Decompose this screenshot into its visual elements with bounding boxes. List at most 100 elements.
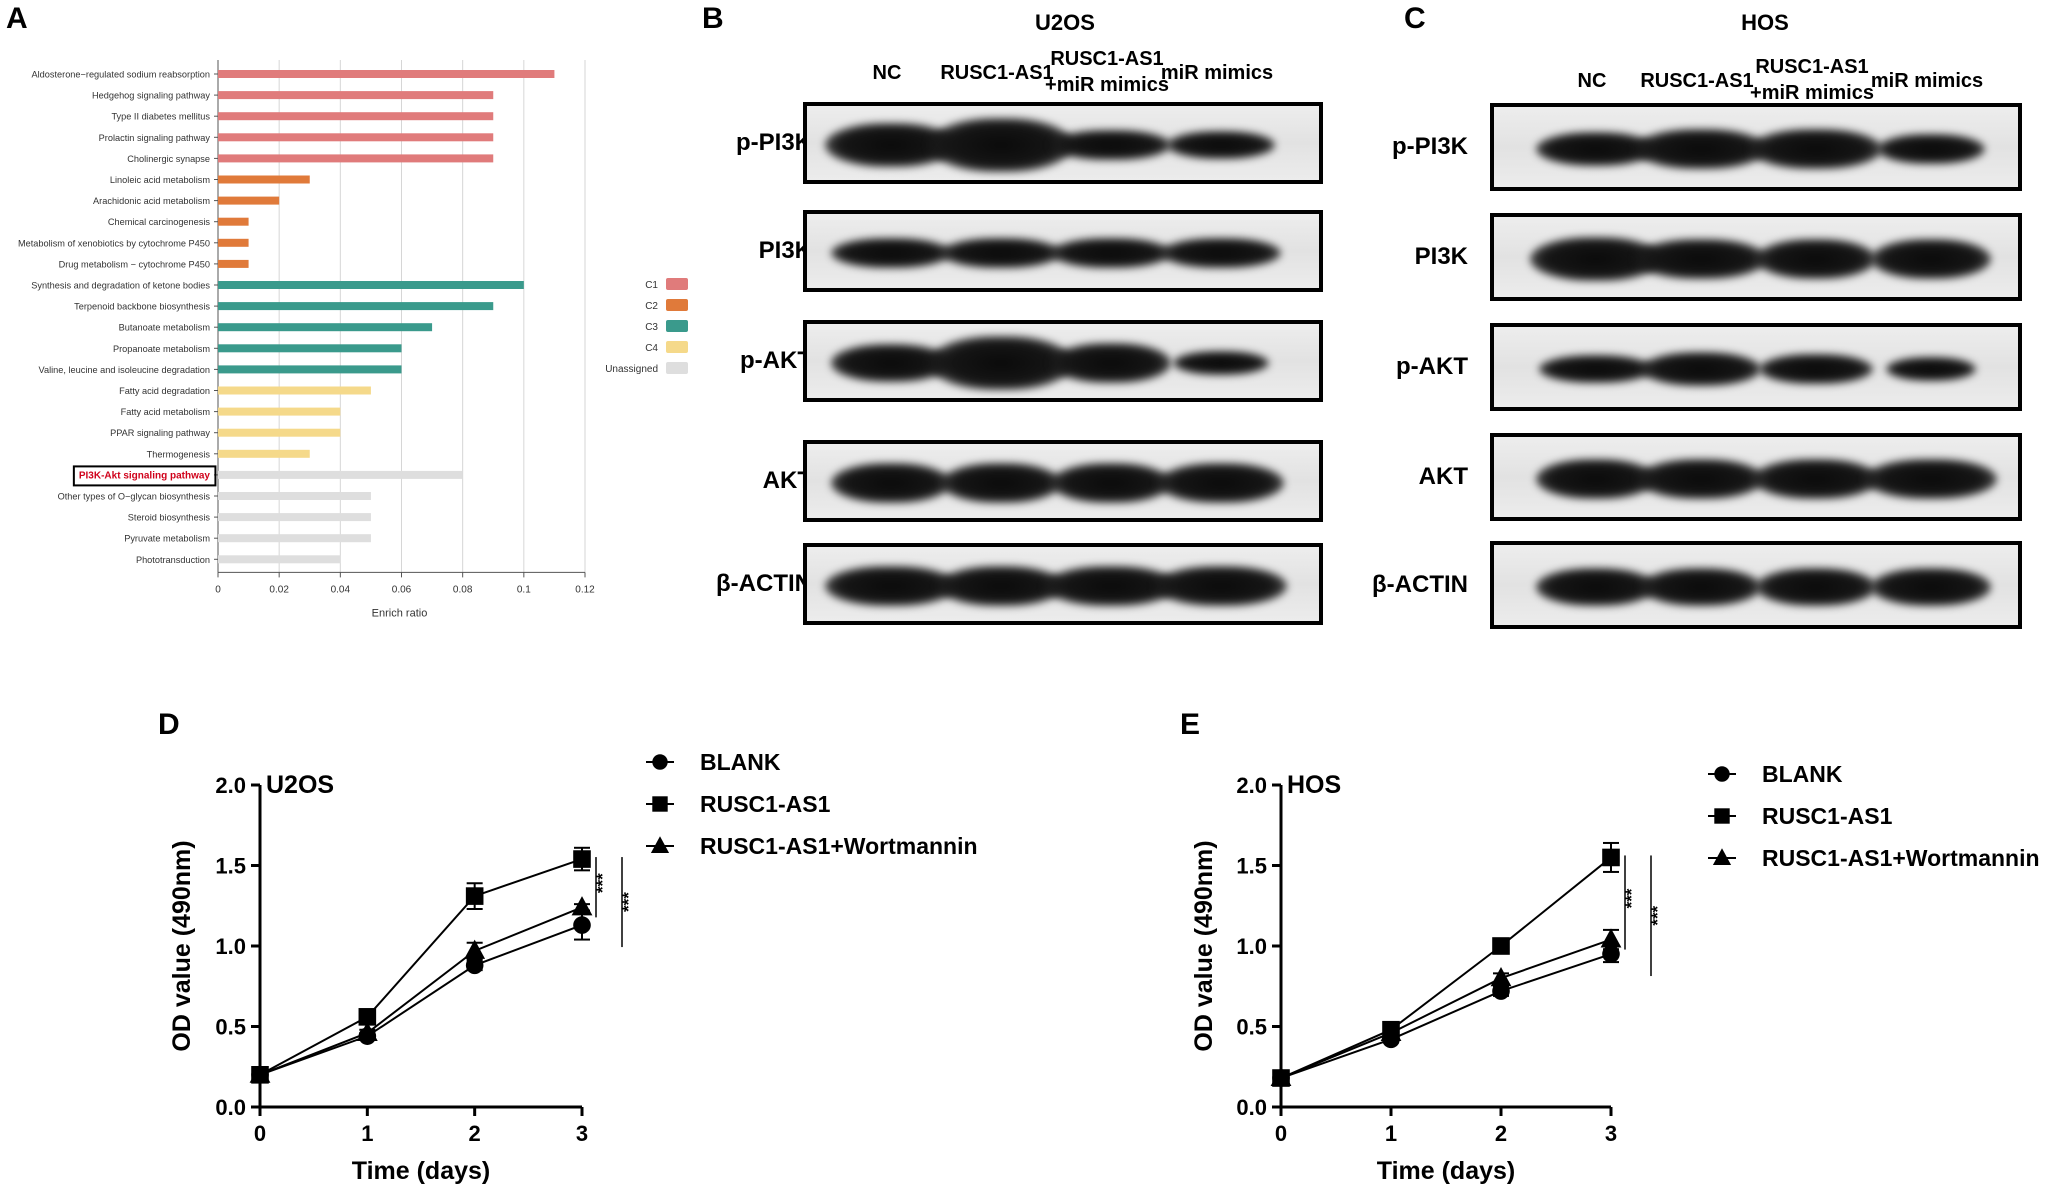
bar	[218, 238, 249, 247]
marker-circle	[1492, 982, 1510, 1000]
category-label: Valine, leucine and isoleucine degradati…	[39, 365, 210, 375]
marker-triangle	[356, 1021, 378, 1041]
protein-band	[1750, 128, 1882, 170]
series-line	[1280, 953, 1612, 1079]
highlight-box	[72, 465, 217, 487]
protein-band	[929, 335, 1073, 391]
protein-band	[825, 565, 957, 607]
hos-western-blot: HOS NC RUSC1-AS1 RUSC1-AS1 +miR mimics miR m…	[1360, 0, 2050, 630]
category-label: Butanoate metabolism	[119, 323, 211, 333]
protein-band	[1635, 238, 1767, 280]
bar	[218, 133, 494, 142]
marker-square	[652, 796, 668, 812]
marker-triangle	[1712, 848, 1732, 865]
y-tick-label: 1.0	[215, 934, 246, 959]
legend-swatch	[666, 299, 688, 311]
category-label: Prolactin signaling pathway	[99, 133, 211, 143]
x-tick-label: 0.08	[453, 584, 473, 595]
bar	[218, 175, 310, 184]
category-label: Cholinergic synapse	[127, 154, 210, 164]
legend-swatch	[666, 341, 688, 353]
legend-label: RUSC1-AS1+Wortmannin	[700, 833, 978, 859]
blot-title: HOS	[1741, 10, 1789, 35]
protein-band	[1756, 238, 1876, 280]
protein-band	[1161, 237, 1281, 269]
blot-strip	[1490, 541, 2022, 629]
row-label: PI3K	[758, 237, 812, 264]
row-label: p-PI3K	[1391, 133, 1468, 160]
marker-square	[1492, 937, 1510, 955]
category-label: Steroid biosynthesis	[128, 513, 211, 523]
x-axis-label: Time (days)	[1377, 1157, 1515, 1185]
protein-band	[1155, 565, 1287, 607]
blot-strip	[803, 102, 1323, 184]
lane-label: NC	[1577, 70, 1607, 92]
x-tick-label: 0	[1275, 1121, 1287, 1146]
category-label: Chemical carcinogenesis	[108, 217, 211, 227]
bar	[218, 302, 494, 311]
protein-band	[1759, 353, 1873, 385]
legend-swatch	[666, 320, 688, 332]
category-label: Terpenoid backbone biosynthesis	[74, 302, 210, 312]
protein-band	[929, 117, 1073, 173]
bar	[218, 70, 555, 78]
legend-label: RUSC1-AS1+Wortmannin	[1762, 845, 2040, 871]
blot-strip	[803, 320, 1323, 402]
legend-label: C1	[645, 280, 658, 291]
bar	[218, 344, 402, 353]
marker-triangle	[1270, 1066, 1292, 1087]
legend-label: C4	[645, 343, 658, 354]
marker-triangle	[1600, 928, 1622, 948]
y-tick-label: 0.5	[215, 1015, 246, 1040]
series-line	[1280, 938, 1612, 1079]
bar	[218, 112, 494, 121]
y-tick-label: 0.0	[215, 1095, 246, 1120]
u2os-western-blot: U2OS NC RUSC1-AS1 RUSC1-AS1 +miR mimics miR …	[690, 0, 1370, 630]
legend-label: RUSC1-AS1	[1762, 803, 1893, 829]
chart-title: HOS	[1287, 771, 1341, 799]
x-tick-label: 0.02	[269, 584, 289, 595]
row-label: AKT	[1418, 463, 1468, 490]
marker-triangle	[1490, 967, 1512, 987]
protein-band	[1877, 133, 1985, 165]
marker-square	[358, 1008, 377, 1026]
hos-od-line-chart: 0.0 0.5 1.0 1.5 2.0 0 1 2 3 Time (days) OD value (…	[1190, 761, 2040, 1185]
lane-label: RUSC1-AS1 +miR mimics	[1045, 48, 1169, 96]
category-label: Fatty acid degradation	[119, 386, 210, 396]
marker-circle	[573, 916, 591, 934]
protein-band	[1753, 458, 1879, 500]
protein-band	[1167, 131, 1275, 159]
series-line	[259, 858, 583, 1076]
panel-label-d: D	[158, 708, 180, 741]
chart-title: U2OS	[266, 771, 334, 799]
bar	[218, 323, 433, 332]
category-label: Type II diabetes mellitus	[111, 112, 210, 122]
category-label: PI3K-Akt signaling pathway	[79, 470, 211, 481]
x-tick-label: 2	[1495, 1121, 1507, 1146]
protein-band	[1536, 568, 1656, 606]
protein-band	[1051, 462, 1171, 504]
blot-strip	[803, 440, 1323, 522]
x-tick-label: 3	[1605, 1121, 1617, 1146]
marker-triangle	[249, 1063, 271, 1083]
bar	[218, 470, 463, 479]
lane-label: RUSC1-AS1	[940, 62, 1054, 84]
protein-band	[1051, 237, 1171, 269]
category-label: Thermogenesis	[147, 449, 211, 459]
row-label: p-AKT	[1396, 353, 1468, 380]
legend-label: C3	[645, 322, 658, 333]
protein-band	[1158, 462, 1284, 504]
significance-label: ***	[619, 892, 638, 912]
significance-label: ***	[1648, 905, 1667, 925]
lane-label: miR mimics	[1160, 62, 1274, 84]
protein-band	[1865, 458, 1997, 500]
protein-band	[1051, 129, 1171, 161]
panel-label-a: A	[6, 2, 28, 35]
legend-label: Unassigned	[605, 364, 658, 375]
protein-band	[1886, 357, 1976, 381]
significance-label: ***	[1622, 888, 1641, 908]
series-line	[1280, 856, 1612, 1079]
y-tick-label: 1.5	[1236, 854, 1267, 879]
x-tick-label: 0.12	[575, 584, 595, 595]
protein-band	[831, 462, 951, 504]
